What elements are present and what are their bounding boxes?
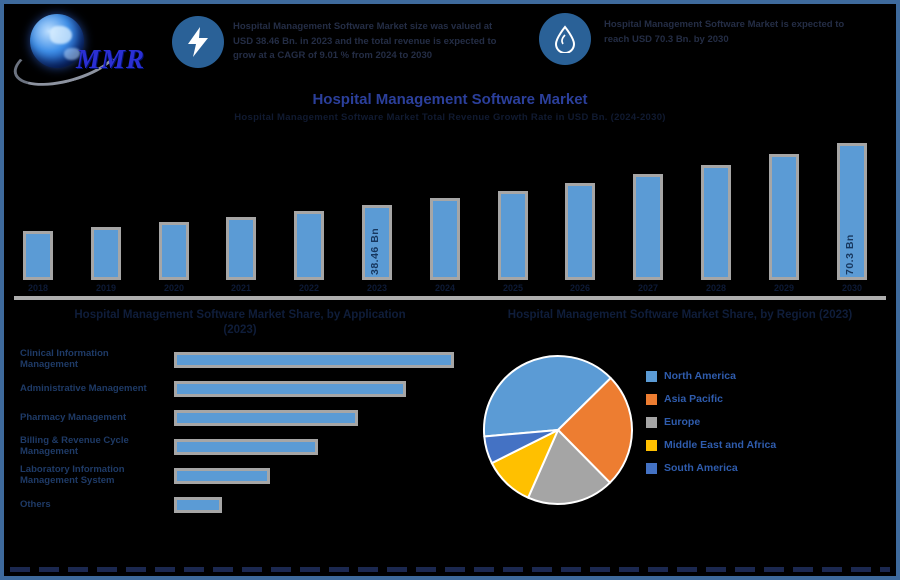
bar-2020 [159, 222, 189, 280]
application-label: Laboratory Information Management System [20, 464, 125, 487]
legend-item: Europe [646, 416, 776, 428]
region-chart-title: Hospital Management Software Market Shar… [507, 309, 853, 321]
legend-label: South America [664, 462, 738, 474]
application-chart-title: Hospital Management Software Market Shar… [14, 308, 466, 338]
application-row: Administrative Management [14, 375, 466, 404]
bar-value-label-2030: 70.3 Bn [844, 234, 856, 275]
application-bar [174, 497, 222, 514]
legend-item: South America [646, 462, 776, 474]
axis-label-2024: 2024 [434, 283, 456, 293]
market-size-statement: Hospital Management Software Market size… [233, 21, 497, 62]
legend-label: North America [664, 370, 736, 382]
axis-label-2025: 2025 [502, 283, 524, 293]
axis-label-2026: 2026 [569, 283, 591, 293]
page-subtitle: Hospital Management Software Market Tota… [234, 112, 666, 123]
pie-slice-asia-pacific [557, 377, 633, 484]
axis-label-2023: 2023 [366, 283, 388, 293]
region-share-chart: Hospital Management Software Market Shar… [470, 308, 890, 505]
market-forecast-statement: Hospital Management Software Market is e… [604, 19, 845, 45]
revenue-bar-chart: 2018 2019 2020 2021 2022 2023 38.46 Bn 2024 2025… [14, 128, 886, 300]
application-row: Others [14, 491, 466, 520]
globe-land-shape-2 [64, 48, 80, 60]
bar-value-label-2023: 38.46 Bn [369, 227, 381, 275]
mmr-logo: MMR [7, 10, 148, 97]
axis-label-2021: 2021 [230, 283, 252, 293]
bar-2029 [769, 154, 799, 280]
application-bar [174, 410, 358, 427]
application-bar [174, 352, 454, 369]
axis-label-2028: 2028 [705, 283, 727, 293]
bar-2018 [23, 231, 53, 280]
bar-2025 [498, 191, 528, 280]
application-row: Clinical Information Management [14, 346, 466, 375]
application-chart-title-line2: (2023) [223, 323, 257, 336]
region-pie [483, 355, 633, 505]
page-title: Hospital Management Software Market [312, 91, 588, 108]
legend-label: Middle East and Africa [664, 439, 777, 451]
axis-label-2020: 2020 [163, 283, 185, 293]
bar-2022 [294, 211, 324, 280]
bar-2021 [226, 217, 256, 280]
pie-slice-south-america [483, 429, 559, 465]
water-drop-icon [554, 25, 576, 53]
application-bar [174, 439, 318, 456]
bar-2028 [701, 165, 731, 280]
bar-2023 [362, 205, 392, 280]
globe-land-shape [50, 26, 72, 44]
application-chart-rows: Clinical Information Management Administr… [14, 346, 466, 520]
application-bar [174, 468, 270, 485]
application-bar [174, 381, 406, 398]
application-label: Others [20, 498, 51, 510]
application-row: Pharmacy Management [14, 404, 466, 433]
pie-slice-europe [527, 429, 611, 505]
axis-label-2029: 2029 [773, 283, 795, 293]
legend-swatch [646, 462, 657, 474]
region-legend: North America Asia Pacific Europe Middle Ea… [646, 370, 776, 485]
legend-item: North America [646, 370, 776, 382]
bar-2026 [565, 183, 595, 280]
axis-label-2027: 2027 [637, 283, 659, 293]
axis-label-2019: 2019 [95, 283, 117, 293]
globe-icon [30, 14, 84, 68]
legend-label: Asia Pacific [664, 393, 723, 405]
application-label: Pharmacy Management [20, 411, 127, 423]
lightning-icon [188, 27, 208, 57]
application-share-chart: Hospital Management Software Market Shar… [14, 308, 466, 520]
application-label: Clinical Information Management [20, 348, 109, 371]
lightning-badge [172, 16, 224, 68]
legend-swatch [646, 370, 657, 382]
application-label: Billing & Revenue Cycle Management [20, 435, 129, 458]
legend-label: Europe [664, 416, 701, 428]
legend-item: Asia Pacific [646, 393, 776, 405]
water-drop-badge [539, 13, 591, 65]
legend-swatch [646, 439, 657, 451]
bar-2030 [837, 143, 867, 280]
pie-slice-north-america [483, 355, 612, 438]
legend-swatch [646, 393, 657, 405]
legend-swatch [646, 416, 657, 428]
application-row: Laboratory Information Management System [14, 462, 466, 491]
logo-text: MMR [76, 44, 146, 74]
bar-2027 [633, 174, 663, 280]
application-chart-title-line1: Hospital Management Software Market Shar… [74, 309, 406, 321]
axis-label-2022: 2022 [298, 283, 320, 293]
footer-divider [10, 567, 890, 572]
bar-2019 [91, 227, 121, 280]
application-label: Administrative Management [20, 382, 147, 394]
application-row: Billing & Revenue Cycle Management [14, 433, 466, 462]
x-axis-baseline [14, 296, 886, 300]
axis-label-2030: 2030 [841, 283, 863, 293]
bar-2024 [430, 198, 460, 280]
legend-item: Middle East and Africa [646, 439, 776, 451]
axis-label-2018: 2018 [27, 283, 49, 293]
